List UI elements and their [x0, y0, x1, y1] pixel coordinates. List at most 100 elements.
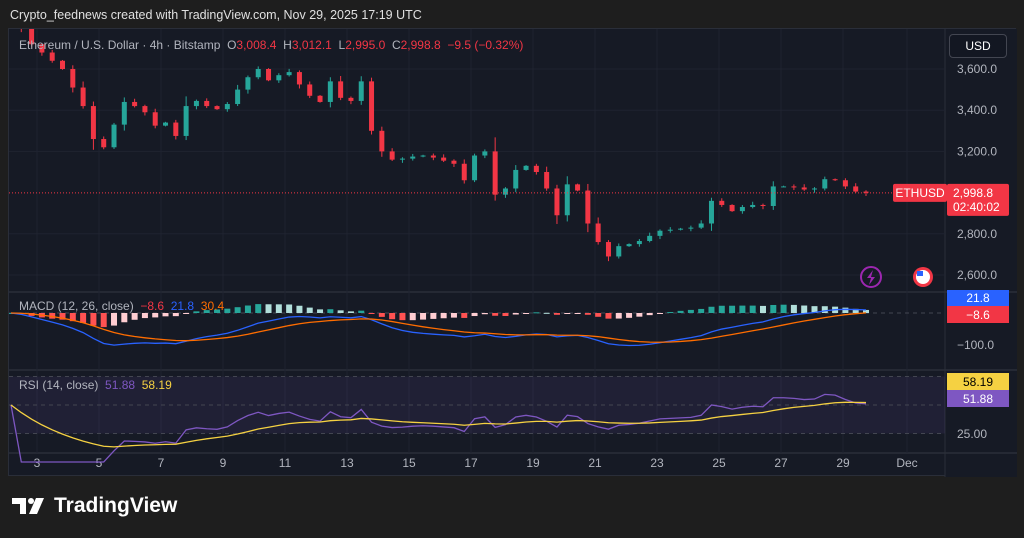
x-tick-label: Dec [896, 456, 917, 470]
macd-histogram-bar [656, 313, 663, 314]
candle-body [358, 81, 364, 101]
high-label: H [283, 38, 292, 52]
macd-histogram-bar [80, 313, 87, 323]
macd-histogram-bar [327, 309, 334, 313]
macd-histogram-bar [296, 305, 303, 313]
macd-histogram-bar [708, 306, 715, 313]
rsi-ma-tag-text: 58.19 [963, 375, 993, 389]
symbol-tag-label: ETHUSD [895, 186, 945, 200]
macd-histogram-bar [626, 313, 633, 318]
macd-histogram-bar [667, 312, 674, 314]
candle-body [626, 244, 632, 247]
macd-histogram-bar [790, 304, 797, 313]
macd-histogram-bar [595, 313, 602, 317]
candle-body [863, 191, 869, 193]
close-value: 2,998.8 [400, 38, 441, 52]
candle-body [276, 75, 282, 81]
macd-histogram-bar [615, 313, 622, 319]
high-value: 3,012.1 [291, 38, 332, 52]
macd-histogram-bar [636, 313, 643, 317]
candle-body [111, 124, 117, 148]
tradingview-logo-icon [12, 498, 44, 514]
chart-credit: Crypto_feednews created with TradingView… [10, 8, 422, 22]
chart-container[interactable]: 3 5 7 9 11 13 15 17 19 21 23 25 27 29 Dec 3,600.0 3,400.… [8, 28, 1017, 477]
macd-histogram-bar [378, 313, 385, 317]
candle-body [369, 81, 375, 131]
x-tick-label: 23 [650, 456, 664, 470]
close-label: C [391, 38, 401, 52]
candle-body [173, 122, 179, 136]
candle-body [101, 139, 107, 148]
candle-body [554, 188, 560, 216]
candle-body [132, 101, 138, 107]
x-tick-label: 13 [340, 456, 354, 470]
macd-histogram-bar [131, 313, 138, 320]
rsi-ma-value: 58.19 [141, 378, 172, 392]
price-tick-label: 3,600.0 [957, 62, 997, 76]
macd-histogram-bar [59, 313, 66, 320]
candle-body [461, 163, 467, 181]
macd-histogram-bar [687, 309, 694, 313]
bar-countdown: 02:40:02 [953, 200, 1000, 214]
price-tick-label: 2,800.0 [957, 227, 997, 241]
macd-histogram-bar [492, 313, 499, 316]
macd-histogram-bar [69, 313, 76, 322]
candle-body [492, 151, 498, 195]
open-value: 3,008.4 [236, 38, 277, 52]
x-tick-label: 5 [96, 456, 103, 470]
macd-histogram-bar [275, 304, 282, 313]
price-tag [947, 183, 1009, 216]
candle-body [482, 151, 488, 156]
macd-histogram-bar [471, 313, 478, 317]
candle-body [585, 190, 591, 224]
macd-histogram-bar [574, 313, 581, 314]
macd-histogram-bar [244, 305, 251, 313]
macd-signal-line [10, 312, 867, 343]
candle-body [698, 223, 704, 228]
chart-canvas[interactable]: 3 5 7 9 11 13 15 17 19 21 23 25 27 29 Dec 3,600.0 3,400.… [9, 29, 1017, 477]
macd-histogram-bar [224, 308, 231, 313]
macd-hist-value: −8.6 [140, 299, 165, 313]
open-label: O [227, 38, 237, 52]
macd-hist-tag [947, 306, 1009, 323]
rsi-ma-line [10, 401, 867, 448]
candle-body [410, 156, 416, 159]
candle-body [327, 81, 333, 102]
macd-histogram-bar [811, 306, 818, 313]
macd-histogram-bar [739, 305, 746, 313]
candle-body [183, 106, 189, 136]
x-tick-label: 25 [712, 456, 726, 470]
macd-histogram-bar [564, 313, 571, 314]
rsi-legend: RSI (14, close) 51.88 58.19 [19, 378, 172, 392]
candle-body [29, 29, 35, 45]
macd-histogram-bar [842, 307, 849, 313]
macd-histogram-bar [172, 313, 179, 317]
macd-histogram-bar [368, 313, 375, 314]
candle-body [317, 95, 323, 102]
currency-button[interactable]: USD [949, 34, 1007, 58]
symbol-tag [893, 183, 947, 202]
candle-body [235, 89, 241, 105]
candle-body [420, 155, 426, 157]
price-axis [945, 29, 1017, 477]
candle-body [338, 81, 344, 98]
macd-histogram-bar [770, 304, 777, 313]
candle-body [121, 101, 127, 125]
macd-histogram-bar [347, 311, 354, 313]
low-value: 2,995.0 [345, 38, 386, 52]
macd-histogram-bar [183, 313, 190, 314]
macd-histogram-bar [430, 313, 437, 319]
macd-histogram-bar [729, 305, 736, 313]
macd-histogram-bar [512, 313, 519, 315]
macd-histogram-bar [286, 304, 293, 313]
candle-body [678, 228, 684, 230]
macd-histogram-bar [481, 313, 488, 315]
macd-value: 21.8 [170, 299, 195, 313]
lightning-bolt-icon [867, 270, 875, 285]
symbol-title: Ethereum / U.S. Dollar · 4h · Bitstamp [19, 38, 221, 52]
candle-body [399, 158, 405, 160]
candle-body [214, 106, 220, 110]
macd-histogram-bar [801, 305, 808, 313]
candle-body [781, 186, 787, 188]
tradingview-logo[interactable]: TradingView [12, 494, 177, 518]
